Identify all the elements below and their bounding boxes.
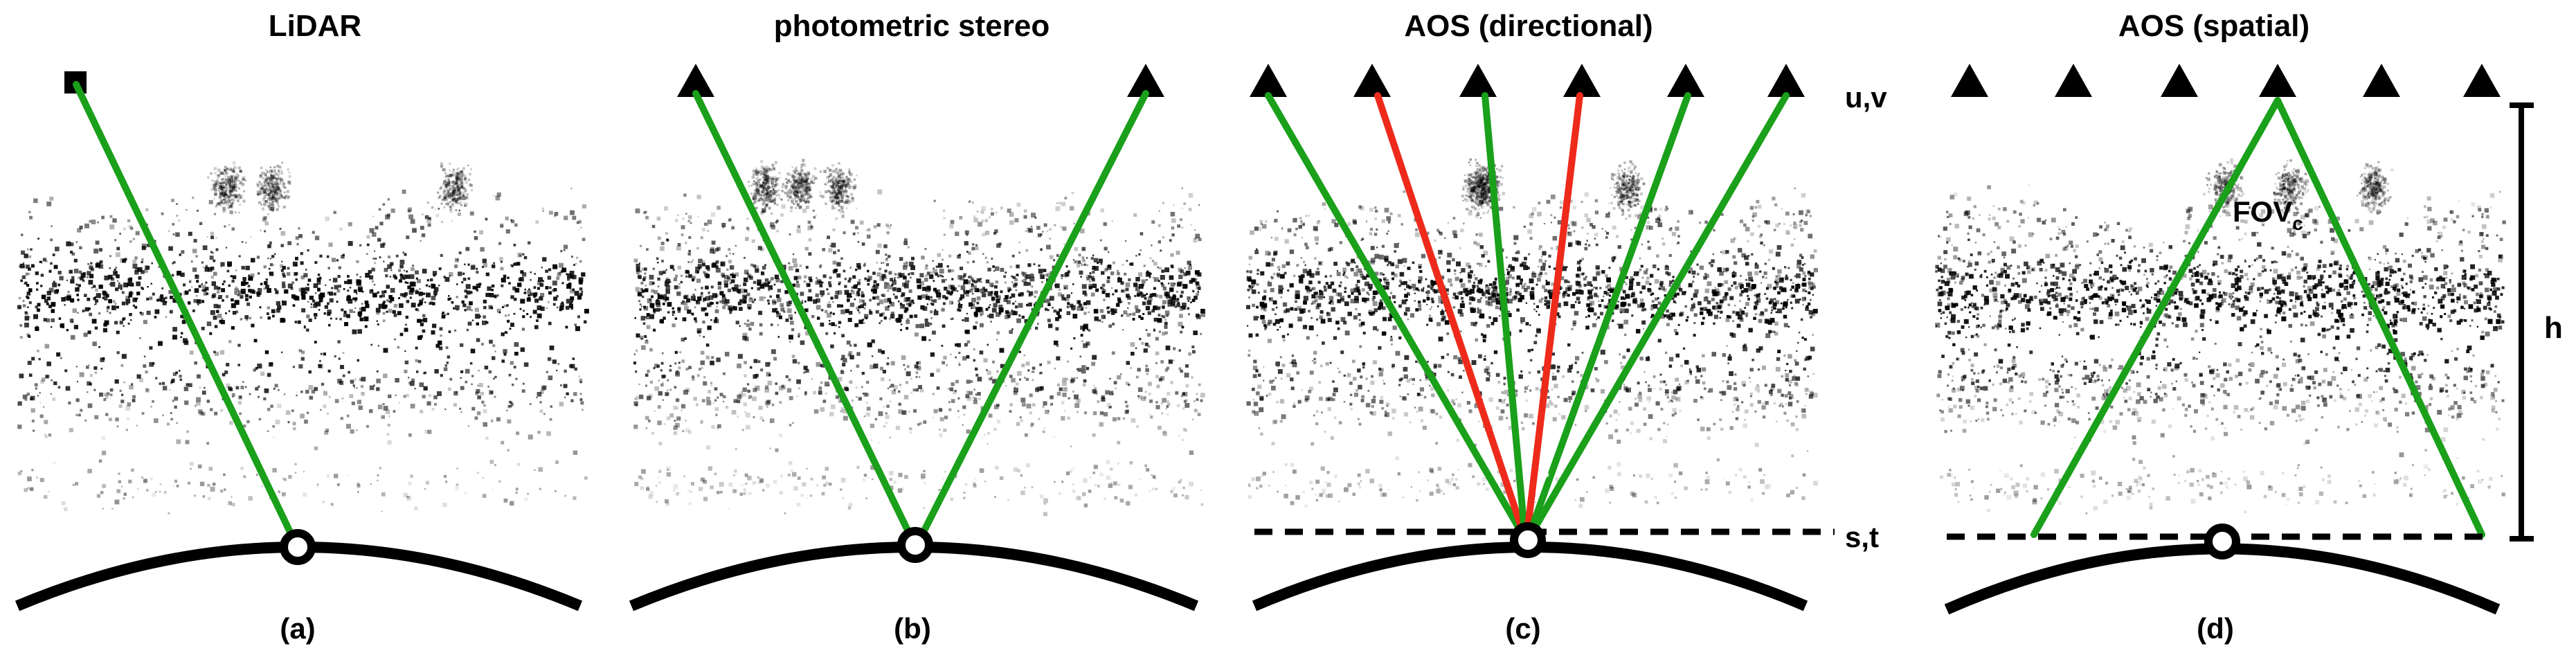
fov-label-sub: c xyxy=(2292,213,2303,234)
panel-a-caption: (a) xyxy=(280,612,315,645)
forest-texture-c xyxy=(1246,158,1819,509)
ground-point-c xyxy=(1510,522,1546,558)
panel-c-caption: (c) xyxy=(1505,612,1540,645)
panel-a-title: LiDAR xyxy=(269,9,361,43)
camera-row-c xyxy=(1250,64,1805,97)
camera-d-2 xyxy=(2055,64,2092,97)
forest-texture-b xyxy=(633,159,1206,517)
ray-right-b xyxy=(916,90,1149,544)
ray-c-1 xyxy=(1265,92,1529,542)
st-plane-label: s,t xyxy=(1845,521,1879,553)
panel-a: LiDAR (a) xyxy=(15,9,583,645)
panel-c-title: AOS (directional) xyxy=(1404,9,1652,43)
panel-b: photometric stereo (b) xyxy=(629,9,1199,645)
panel-d: AOS (spatial) FOVc (d) xyxy=(1944,9,2501,645)
ground-point-b xyxy=(897,527,933,563)
fov-ray-right xyxy=(2274,97,2485,538)
panel-b-title: photometric stereo xyxy=(774,9,1050,43)
panel-c: AOS (directional) s (c) xyxy=(1250,9,1835,645)
camera-d-3 xyxy=(2161,64,2198,97)
forest-texture-d xyxy=(1935,158,2506,515)
lidar-ray xyxy=(73,81,299,547)
s-mark-c: s xyxy=(1538,460,1550,483)
camera-d-4 xyxy=(2259,64,2296,97)
ray-c-3 xyxy=(1481,92,1529,542)
camera-c-2 xyxy=(1353,64,1391,97)
fov-ray-left xyxy=(2030,97,2281,538)
camera-d-6 xyxy=(2463,64,2501,97)
camera-c-6 xyxy=(1767,64,1805,97)
fov-label: FOVc xyxy=(2233,195,2303,234)
ground-point-a xyxy=(280,529,316,565)
height-bracket: h xyxy=(2510,102,2563,542)
height-label: h xyxy=(2544,311,2563,345)
light-source-right xyxy=(1127,64,1164,97)
ray-c-6 xyxy=(1525,92,1790,542)
camera-c-3 xyxy=(1459,64,1497,97)
forest-texture-a xyxy=(17,161,589,515)
panel-d-title: AOS (spatial) xyxy=(2118,9,2309,43)
fov-label-main: FOV xyxy=(2233,195,2292,228)
ground-point-d xyxy=(2204,524,2240,560)
camera-d-1 xyxy=(1951,64,1988,97)
uv-plane-label: u,v xyxy=(1845,81,1887,114)
camera-c-1 xyxy=(1250,64,1287,97)
panel-d-caption: (d) xyxy=(2197,612,2234,645)
ray-c-2-occluded xyxy=(1374,92,1529,542)
panel-b-caption: (b) xyxy=(894,612,931,645)
ray-c-4-occluded xyxy=(1523,92,1583,542)
camera-c-5 xyxy=(1667,64,1704,97)
camera-row-d xyxy=(1951,64,2501,97)
camera-c-4 xyxy=(1563,64,1601,97)
ray-c-5 xyxy=(1524,92,1691,542)
camera-d-5 xyxy=(2363,64,2400,97)
ray-left-b xyxy=(692,90,916,544)
light-source-left xyxy=(677,64,714,97)
